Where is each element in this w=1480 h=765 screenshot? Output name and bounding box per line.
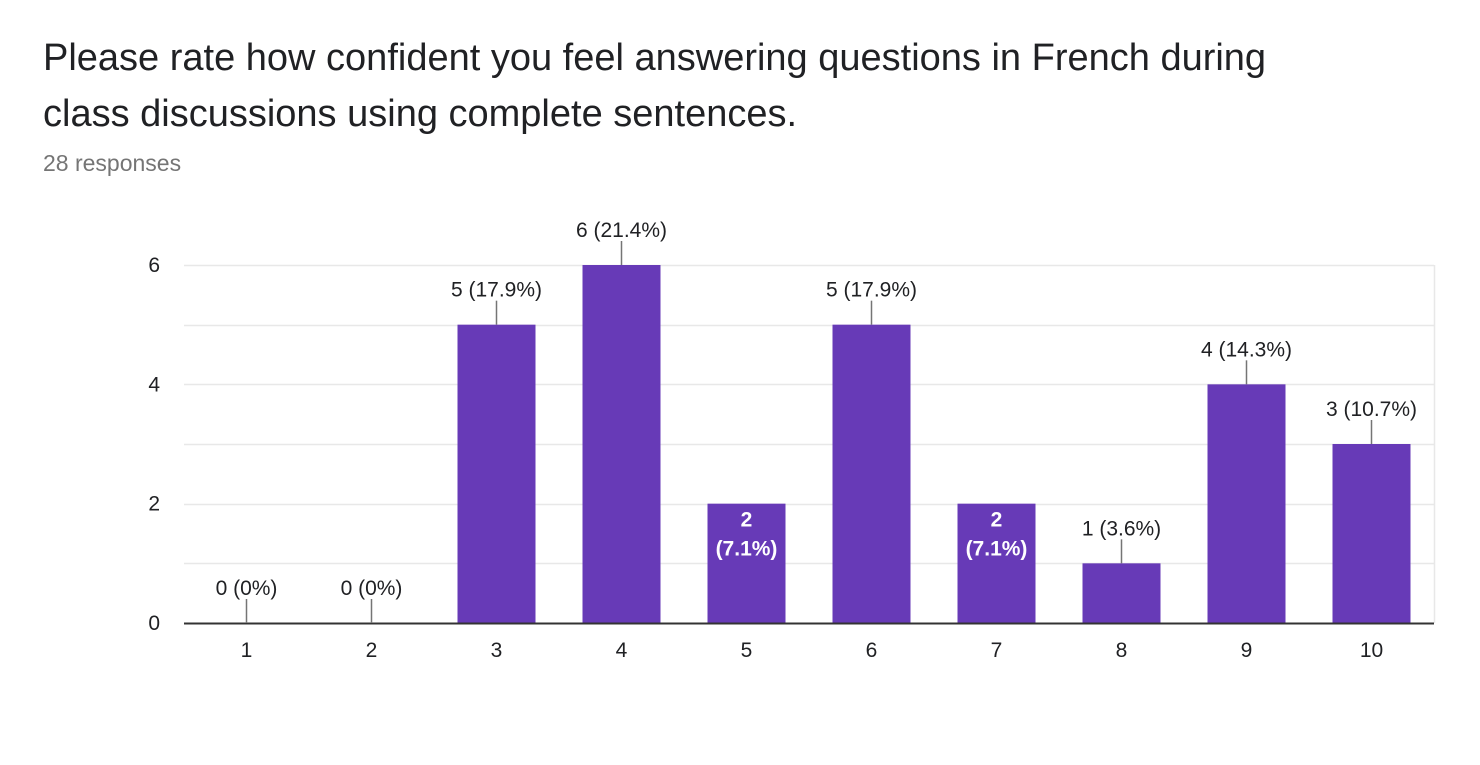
data-labels: 0 (0%) 0 (0%) 5 (17.9%) 6 (21.4%) 2 (7.1%) 5 (… <box>216 219 1417 623</box>
data-label: 2 <box>741 509 753 532</box>
x-tick-label: 8 <box>1116 639 1128 662</box>
data-label: 0 (0%) <box>341 577 403 600</box>
response-count: 28 responses <box>43 150 182 176</box>
x-tick-label: 4 <box>616 639 628 662</box>
data-label: 3 (10.7%) <box>1326 398 1417 421</box>
data-label: 0 (0%) <box>216 577 278 600</box>
x-tick-label: 5 <box>741 639 753 662</box>
y-tick-label: 0 <box>148 612 160 635</box>
x-tick-label: 6 <box>866 639 878 662</box>
bar <box>1332 444 1411 623</box>
y-tick-label: 2 <box>148 493 160 516</box>
data-label: 1 (3.6%) <box>1082 517 1161 540</box>
axes: 0 2 4 6 1 2 3 4 5 6 7 8 9 10 <box>148 254 1434 662</box>
bar <box>457 324 536 623</box>
bar <box>582 265 661 623</box>
data-label: 5 (17.9%) <box>451 279 542 302</box>
data-label-percent: (7.1%) <box>966 538 1028 561</box>
data-label-percent: (7.1%) <box>716 538 778 561</box>
x-tick-label: 1 <box>241 639 253 662</box>
x-tick-label: 3 <box>491 639 503 662</box>
bar <box>957 503 1036 623</box>
x-tick-label: 7 <box>991 639 1003 662</box>
x-tick-label: 9 <box>1241 639 1253 662</box>
data-label: 5 (17.9%) <box>826 279 917 302</box>
bar <box>832 324 911 623</box>
bar <box>707 503 786 623</box>
bar <box>1207 384 1286 623</box>
bar <box>1082 563 1161 623</box>
x-tick-label: 2 <box>366 639 378 662</box>
x-tick-label: 10 <box>1360 639 1383 662</box>
y-tick-label: 4 <box>148 373 160 396</box>
data-label: 4 (14.3%) <box>1201 338 1292 361</box>
question-title: Please rate how confident you feel answe… <box>43 37 1267 135</box>
y-tick-label: 6 <box>148 254 160 277</box>
bars <box>457 265 1411 623</box>
data-label: 2 <box>991 509 1003 532</box>
data-label: 6 (21.4%) <box>576 219 667 242</box>
